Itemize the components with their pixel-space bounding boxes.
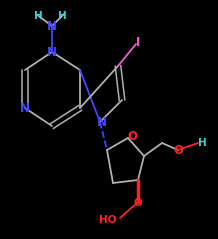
Text: N: N: [20, 102, 30, 114]
Text: H: H: [58, 11, 66, 21]
Text: N: N: [47, 20, 57, 33]
Text: O: O: [127, 130, 137, 142]
Text: N: N: [47, 45, 57, 59]
Text: O: O: [134, 198, 142, 208]
Text: N: N: [97, 115, 107, 129]
Text: H: H: [34, 11, 42, 21]
Text: I: I: [136, 36, 140, 49]
Text: O: O: [173, 145, 183, 158]
Text: H: H: [198, 138, 206, 148]
Text: HO: HO: [99, 215, 116, 225]
